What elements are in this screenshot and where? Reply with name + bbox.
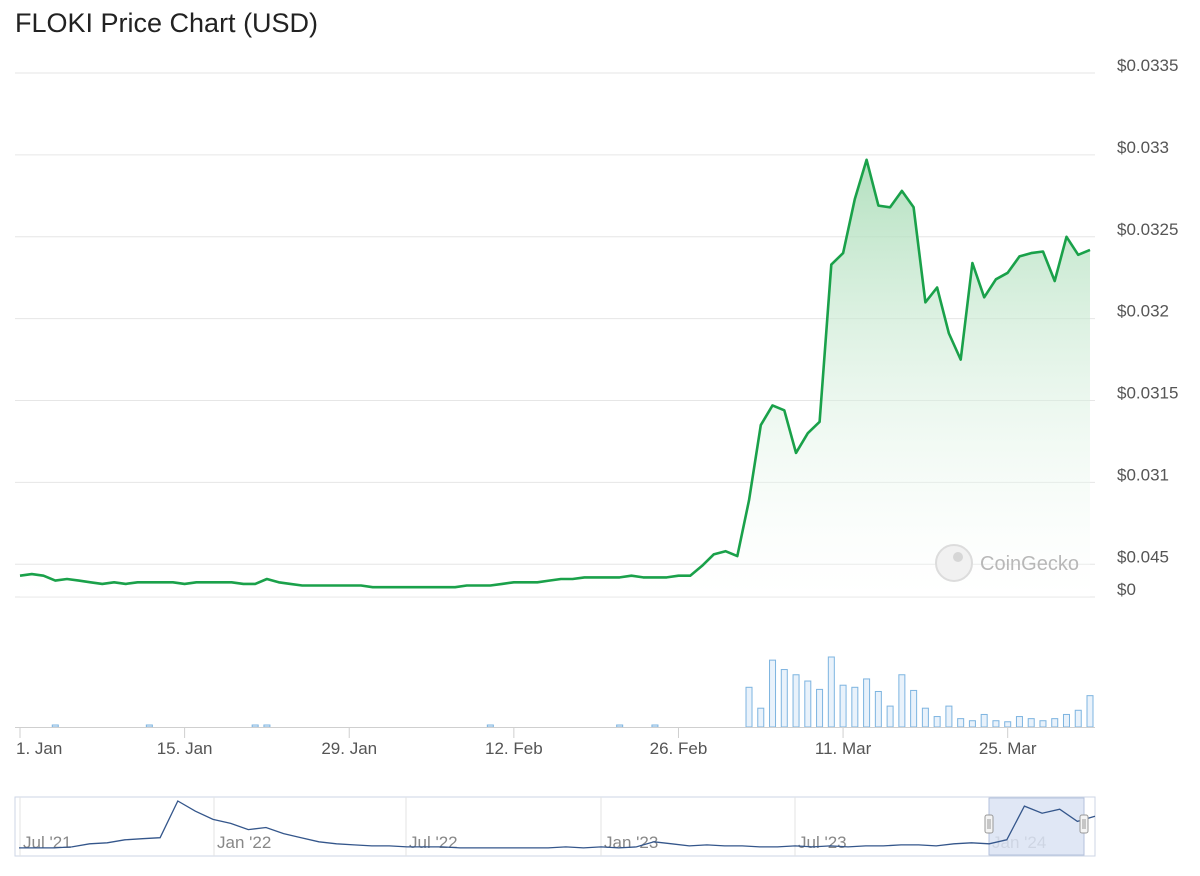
y-axis-labels: $0 $0.045 $0.031 $0.0315 $0.032 $0.0325 $0.033… — [1117, 56, 1178, 599]
volume-bar — [804, 680, 812, 728]
volume-bar — [251, 724, 259, 728]
volume-bar — [486, 724, 494, 728]
y-tick-label: $0.0315 — [1117, 384, 1178, 403]
y-tick-label: $0.033 — [1117, 138, 1169, 157]
volume-bar — [1051, 718, 1059, 728]
volume-bar — [51, 724, 59, 728]
x-tick-label: 29. Jan — [321, 739, 377, 758]
price-line-group — [19, 158, 1091, 589]
x-tick-label: 25. Mar — [979, 739, 1037, 758]
volume-bar — [1086, 695, 1094, 728]
volume-bar — [827, 656, 835, 728]
volume-bar — [910, 689, 918, 728]
navigator-tick-label: Jul '23 — [798, 833, 847, 852]
navigator-tick-label: Jan '22 — [217, 833, 271, 852]
watermark-text: CoinGecko — [980, 553, 1079, 575]
chart-title: FLOKI Price Chart (USD) — [15, 8, 319, 38]
navigator-selection — [988, 797, 1085, 856]
volume-bar — [851, 686, 859, 728]
coingecko-logo-eye-icon — [953, 552, 963, 562]
volume-bar — [945, 705, 953, 728]
price-line — [19, 158, 1091, 589]
volume-bar — [1015, 716, 1023, 728]
x-tick-label: 15. Jan — [157, 739, 213, 758]
volume-bar — [1039, 720, 1047, 728]
x-tick-label: 26. Feb — [650, 739, 708, 758]
watermark: CoinGecko — [935, 544, 1079, 582]
x-tick-label: 12. Feb — [485, 739, 543, 758]
volume-bar — [1027, 718, 1035, 728]
x-axis: 1. Jan 15. Jan 29. Jan 12. Feb 26. Feb 11. Ma… — [15, 727, 1095, 758]
volume-bar — [898, 674, 906, 728]
volume-bar — [839, 684, 847, 728]
navigator-tick-label: Jul '21 — [23, 833, 72, 852]
volume-bar — [886, 705, 894, 728]
price-area-fill — [20, 159, 1090, 598]
volume-bar — [874, 690, 882, 728]
volume-bar — [757, 707, 765, 728]
volume-bar — [1062, 713, 1070, 728]
volume-bar — [1004, 721, 1012, 728]
navigator-handle[interactable] — [1079, 814, 1089, 834]
volume-bars — [51, 656, 1094, 728]
volume-bar — [992, 720, 1000, 728]
volume-bar — [1074, 709, 1082, 728]
volume-bar — [980, 713, 988, 728]
navigator-frame — [14, 796, 1096, 857]
volume-bar — [921, 707, 929, 728]
price-area — [20, 159, 1090, 598]
volume-bar — [863, 678, 871, 728]
y-tick-label: $0.031 — [1117, 465, 1169, 484]
volume-bar — [263, 724, 271, 728]
navigator-line — [19, 800, 1096, 849]
volume-bar — [616, 724, 624, 728]
y-tick-label: $0 — [1117, 580, 1136, 599]
navigator-handle[interactable] — [984, 814, 994, 834]
volume-bar — [651, 724, 659, 728]
navigator-tick-label: Jul '22 — [409, 833, 458, 852]
y-tick-label: $0.0335 — [1117, 56, 1178, 75]
volume-bar — [780, 669, 788, 728]
y-tick-label: $0.032 — [1117, 302, 1169, 321]
volume-bar — [745, 686, 753, 728]
volume-bar — [792, 674, 800, 728]
volume-bar — [769, 659, 777, 728]
y-tick-label: $0.0325 — [1117, 220, 1178, 239]
x-tick-label: 11. Mar — [815, 739, 872, 758]
volume-bar — [145, 724, 153, 728]
volume-bar — [816, 688, 824, 728]
x-tick-label: 1. Jan — [16, 739, 62, 758]
volume-bar — [968, 720, 976, 728]
volume-bar — [933, 716, 941, 728]
volume-bar — [957, 718, 965, 728]
y-tick-label: $0.045 — [1117, 547, 1169, 566]
coingecko-logo-icon — [935, 544, 973, 582]
